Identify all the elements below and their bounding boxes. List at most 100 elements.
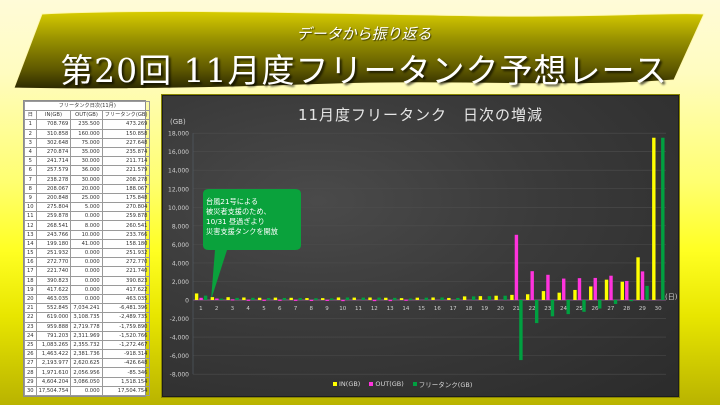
- bar-free-tank: [550, 300, 555, 317]
- cell-free-tank: 473.269: [101, 119, 151, 130]
- legend-label: OUT(GB): [375, 380, 404, 388]
- cell-out: 235.500: [70, 119, 103, 130]
- cell-out: 41.000: [70, 238, 103, 250]
- bar-free-tank: [598, 300, 602, 309]
- y-tick-label: 6,000: [172, 242, 189, 249]
- bar-in: [620, 281, 624, 300]
- cell-out: 8.000: [70, 220, 103, 231]
- x-axis-unit: (日): [665, 293, 678, 301]
- bar-free-tank: [519, 300, 523, 361]
- bar-free-tank: [613, 300, 618, 304]
- bar-out: [215, 298, 219, 300]
- y-tick-label: 10,000: [168, 205, 189, 212]
- cell-in: 238.278: [35, 174, 72, 185]
- table-caption: フリータンク日次(11月): [23, 100, 151, 112]
- x-tick-label: 6: [278, 306, 282, 312]
- cell-free-tank: 463.035: [101, 293, 151, 305]
- y-tick-label: -4,000: [170, 335, 190, 342]
- x-tick-label: 24: [560, 306, 567, 312]
- legend-item-out: OUT(GB): [369, 380, 404, 388]
- bar-in: [321, 298, 325, 300]
- bar-in: [273, 297, 278, 300]
- y-tick-label: 14,000: [168, 168, 189, 175]
- table-header-out: OUT(GB): [70, 110, 103, 121]
- legend-swatch-in: [333, 382, 337, 386]
- x-tick-label: 7: [294, 306, 298, 312]
- cell-out: 5.000: [70, 202, 103, 213]
- cell-in: 243.766: [35, 229, 72, 240]
- bar-in: [368, 297, 372, 300]
- cell-out: 0.000: [70, 257, 103, 268]
- table-row: 11 259.878 0.000 259.878: [24, 211, 151, 222]
- cell-day: 22: [24, 312, 37, 323]
- x-tick-label: 2: [215, 306, 219, 312]
- bar-out: [514, 234, 519, 300]
- bar-out: [325, 299, 329, 301]
- y-tick-label: 12,000: [168, 186, 189, 193]
- cell-day: 10: [24, 202, 37, 213]
- cell-free-tank: -1,759.890: [101, 321, 151, 332]
- cell-free-tank: -6,481.396: [101, 303, 151, 314]
- callout-bubble: [203, 189, 301, 300]
- bar-in: [541, 291, 546, 300]
- table-row: 13 243.766 10.000 233.766: [24, 229, 151, 240]
- bar-out: [388, 299, 392, 302]
- cell-free-tank: 1,518.154: [101, 376, 151, 387]
- bar-free-tank: [424, 297, 429, 300]
- bar-in: [305, 298, 309, 300]
- cell-out: 0.000: [70, 266, 103, 277]
- x-tick-label: 23: [544, 306, 551, 312]
- cell-in: 302.648: [35, 137, 72, 148]
- x-tick-label: 28: [623, 306, 630, 312]
- cell-free-tank: -2,489.735: [101, 312, 151, 323]
- x-tick-label: 27: [607, 306, 614, 312]
- cell-in: 2,193.977: [35, 358, 72, 369]
- banner-subtitle: データから振り返る: [296, 25, 432, 43]
- table-row: 9 200.848 25.000 175.848: [24, 192, 151, 204]
- bar-free-tank: [503, 295, 507, 300]
- cell-in: 272.770: [35, 257, 72, 268]
- bar-in: [636, 257, 640, 300]
- cell-out: 0.000: [70, 275, 103, 286]
- cell-out: 2,311.969: [70, 330, 103, 341]
- y-tick-label: -6,000: [170, 353, 190, 360]
- bar-free-tank: [251, 297, 255, 300]
- cell-day: 16: [24, 257, 37, 268]
- bar-in: [194, 293, 199, 300]
- table-row: 24 791.203 2,311.969 -1,520.766: [24, 330, 151, 341]
- cell-day: 27: [24, 358, 37, 369]
- cell-free-tank: 390.823: [101, 275, 151, 286]
- cell-out: 30.000: [70, 174, 103, 185]
- cell-out: 160.000: [70, 128, 103, 139]
- cell-in: 259.878: [35, 211, 72, 222]
- cell-day: 9: [24, 192, 37, 204]
- cell-free-tank: 260.541: [101, 220, 151, 231]
- cell-out: 2,056.956: [70, 367, 103, 378]
- cell-day: 8: [24, 183, 37, 194]
- bar-out: [309, 299, 314, 302]
- legend-item-free-tank: フリータンク(GB): [412, 379, 473, 389]
- x-tick-label: 8: [310, 306, 314, 312]
- table-header-day: 日: [24, 110, 37, 121]
- cell-in: 251.932: [35, 247, 72, 259]
- x-tick-label: 19: [481, 306, 488, 312]
- table-row: 5 241.714 30.000 211.714: [24, 156, 151, 167]
- table-row: 17 221.740 0.000 221.740: [24, 266, 151, 277]
- cell-in: 257.579: [35, 165, 72, 176]
- cell-day: 4: [24, 146, 37, 158]
- table-row: 29 4,604.204 3,086.050 1,518.154: [24, 376, 151, 387]
- cell-in: 275.804: [35, 202, 72, 213]
- cell-out: 0.000: [70, 211, 103, 222]
- cell-in: 619.000: [35, 312, 72, 323]
- bar-in: [525, 294, 530, 300]
- bar-in: [431, 297, 435, 300]
- cell-in: 708.769: [35, 119, 72, 130]
- cell-out: 75.000: [70, 137, 103, 148]
- bar-in: [289, 297, 293, 300]
- legend-label: フリータンク(GB): [418, 381, 473, 389]
- bar-free-tank: [487, 296, 492, 300]
- x-tick-label: 26: [592, 306, 599, 312]
- cell-in: 199.180: [35, 238, 72, 250]
- bar-in: [652, 137, 656, 300]
- cell-day: 20: [24, 293, 37, 305]
